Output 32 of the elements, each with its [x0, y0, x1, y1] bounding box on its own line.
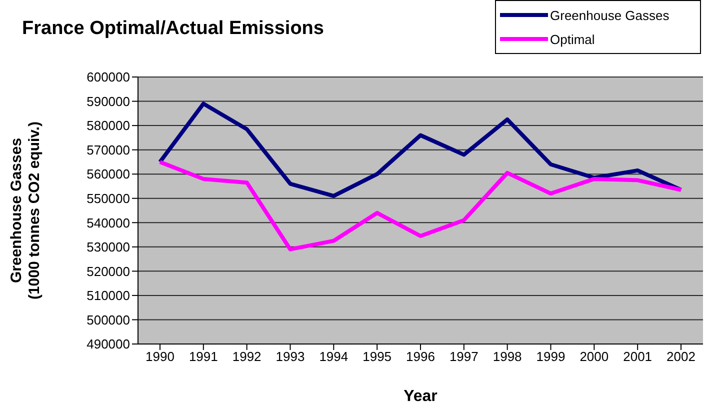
x-tick-label: 1998	[492, 349, 522, 364]
legend-label: Optimal	[550, 32, 595, 46]
y-tick-label: 560000	[86, 166, 130, 182]
x-tick-label: 1992	[232, 349, 262, 364]
x-tick-label: 1991	[188, 349, 218, 364]
x-tick-label: 1996	[406, 349, 435, 364]
y-tick-label: 490000	[86, 336, 130, 352]
y-axis-title: Greenhouse Gasses (1000 tonnes CO2 equiv.)	[8, 121, 43, 300]
y-tick-label: 580000	[86, 118, 130, 134]
y-tick-label: 570000	[86, 142, 130, 158]
y-tick-label: 550000	[86, 190, 130, 206]
x-tick-label: 1990	[146, 349, 174, 364]
x-tick-label: 1994	[319, 349, 348, 364]
x-axis-title: Year	[404, 388, 438, 405]
y-tick-label: 590000	[86, 94, 130, 109]
y-tick-label: 540000	[86, 215, 130, 230]
y-tick-label: 520000	[86, 264, 130, 279]
x-tick-label: 1993	[276, 349, 305, 364]
legend-label: Greenhouse Gasses	[550, 8, 670, 22]
x-tick-label: 1999	[536, 349, 566, 364]
x-tick-label: 1995	[362, 349, 392, 364]
x-tick-label: 1997	[449, 349, 478, 364]
line-series	[158, 102, 683, 198]
chart-title: France Optimal/Actual Emissions	[22, 18, 324, 40]
x-tick-label: 2001	[623, 349, 652, 364]
y-tick-label: 510000	[86, 288, 130, 304]
y-tick-label: 530000	[86, 240, 130, 255]
line-series	[158, 160, 683, 252]
x-tick-label: 2002	[666, 349, 696, 364]
x-tick-label: 2000	[580, 349, 609, 364]
y-tick-label: 500000	[86, 312, 130, 328]
y-tick-label: 600000	[86, 70, 130, 85]
